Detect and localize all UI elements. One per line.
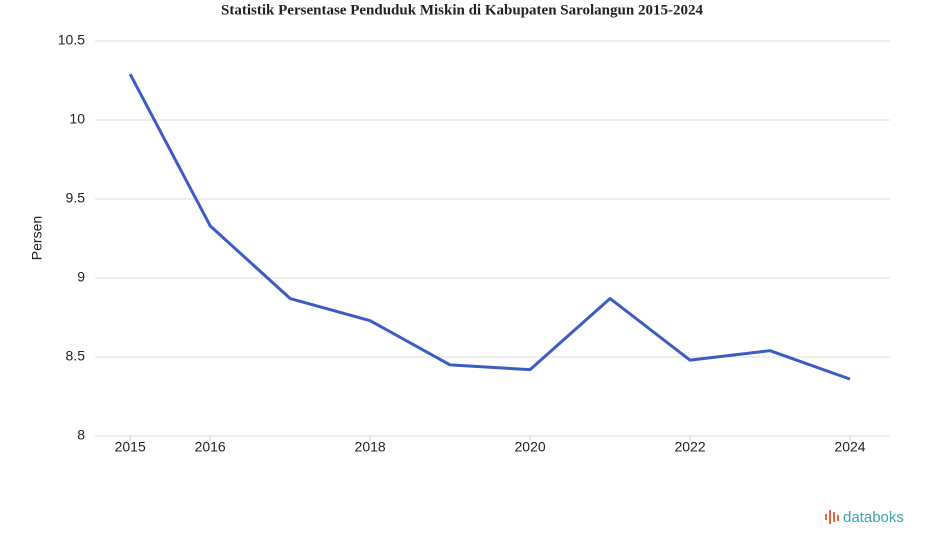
x-tick-label: 2016 [195,439,226,455]
y-axis-label: Persen [29,216,45,260]
x-tick-label: 2024 [834,439,865,455]
y-tick-label: 9 [77,269,85,285]
y-tick-label: 9.5 [66,190,86,206]
chart-title: Statistik Persentase Penduduk Miskin di … [221,2,703,18]
y-tick-label: 10.5 [58,32,85,48]
data-line [128,73,851,381]
x-tick-label: 2022 [674,439,705,455]
watermark: databoks [843,509,904,526]
y-tick-label: 8.5 [66,348,86,364]
x-tick-label: 2015 [115,439,146,455]
x-tick-label: 2020 [515,439,546,455]
logo-icon [825,510,839,524]
y-tick-label: 8 [77,427,85,443]
y-tick-label: 10 [69,111,85,127]
x-tick-label: 2018 [355,439,386,455]
